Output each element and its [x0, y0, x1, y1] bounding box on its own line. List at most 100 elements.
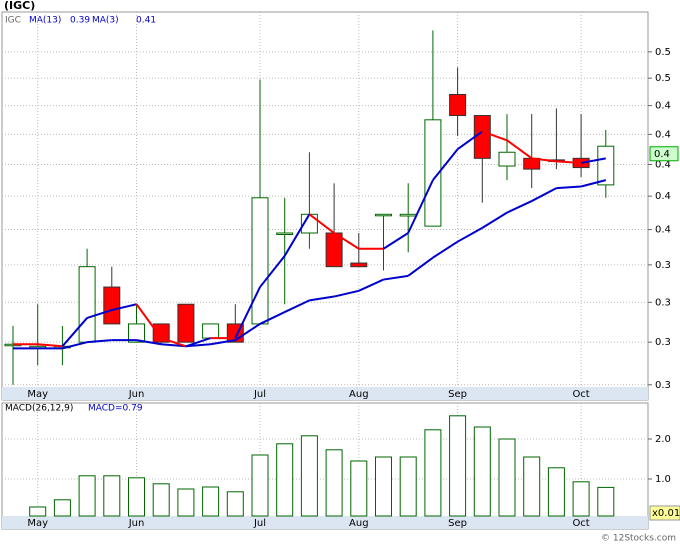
- y-tick-label: 0.4: [655, 101, 671, 112]
- scale-label: x0.01: [652, 508, 680, 519]
- scale-box: [649, 505, 680, 521]
- x-tick-label: Jul: [253, 389, 266, 400]
- ma-line: [160, 337, 187, 348]
- x-tick-label: Jun: [128, 389, 145, 400]
- ma-line: [481, 130, 508, 142]
- candle-body: [473, 115, 491, 159]
- macd-bar: [424, 429, 442, 517]
- chart-title: (IGC): [4, 0, 35, 12]
- x-tick-label: Sep: [448, 518, 467, 529]
- legend-entry: MA(3): [92, 16, 119, 26]
- candle-body: [202, 323, 220, 339]
- x-tick-label: Oct: [572, 389, 589, 400]
- ma-line: [61, 317, 88, 347]
- candle-body: [128, 323, 145, 343]
- macd-bar: [29, 506, 47, 517]
- candle-body: [276, 232, 294, 235]
- y-tick-label: 0.3: [655, 260, 671, 271]
- candle-body: [251, 197, 269, 325]
- x-tick-label: May: [27, 518, 48, 529]
- macd-bar: [53, 499, 71, 517]
- macd-value: MACD=0.79: [88, 404, 143, 414]
- macd-bar: [325, 449, 343, 517]
- y-tick-label: 0.4: [655, 191, 671, 202]
- ma-line: [283, 213, 311, 257]
- legend-entry: MA(13): [29, 16, 61, 26]
- legend-symbol: IGC: [5, 16, 21, 26]
- ma-line: [135, 303, 163, 339]
- last-price-box: [649, 146, 679, 162]
- macd-bar: [128, 477, 145, 517]
- macd-bar: [473, 426, 491, 517]
- ma-line: [383, 274, 409, 281]
- ma-line: [309, 295, 335, 302]
- candle-body: [78, 266, 96, 343]
- candle-body: [597, 145, 615, 186]
- ma-line: [185, 337, 211, 348]
- x-tick-label: Aug: [349, 518, 369, 529]
- ma-line: [457, 226, 483, 243]
- candle-body: [325, 232, 343, 268]
- ma-line: [259, 311, 286, 325]
- candle-body: [152, 323, 170, 343]
- last-price-label: 0.4: [654, 149, 670, 160]
- y-tick-label: 0.4: [655, 129, 671, 140]
- ma-line: [136, 339, 162, 346]
- macd-bar: [572, 481, 590, 517]
- x-tick-label: Jul: [253, 518, 266, 529]
- ma-line: [506, 200, 533, 214]
- x-axis-band: [2, 516, 648, 529]
- x-tick-label: Oct: [572, 518, 589, 529]
- ma-line: [259, 255, 286, 288]
- legend-value: 0.39: [70, 16, 90, 26]
- macd-bar: [449, 415, 467, 517]
- ma-line: [580, 179, 607, 188]
- ma-line: [580, 157, 606, 164]
- macd-bar: [177, 488, 195, 517]
- macd-bar: [300, 435, 318, 517]
- ma-line: [358, 278, 384, 292]
- macd-bar: [226, 491, 244, 517]
- macd-bar: [350, 460, 368, 517]
- candle-body: [424, 119, 442, 227]
- ma-line: [506, 139, 533, 160]
- macd-bar: [276, 443, 294, 517]
- x-axis-band: [2, 387, 648, 400]
- macd-bar: [547, 467, 565, 517]
- ma-line: [457, 130, 483, 151]
- macd-bar: [375, 456, 392, 517]
- macd-title: MACD(26,12,9): [5, 404, 73, 414]
- ma-line: [284, 299, 310, 313]
- macd-bar: [498, 438, 516, 517]
- macd-bar: [78, 475, 96, 517]
- x-tick-label: Jun: [128, 518, 145, 529]
- ma-line: [531, 157, 557, 163]
- macd-bar: [399, 456, 417, 517]
- macd-bar: [152, 483, 170, 517]
- macd-bar: [251, 454, 269, 517]
- ma-line: [407, 179, 434, 234]
- x-tick-label: Aug: [349, 389, 369, 400]
- ma-line: [407, 256, 434, 277]
- candle-body: [449, 93, 467, 117]
- macd-bar: [523, 456, 541, 517]
- ma-line: [86, 309, 113, 319]
- ma-line: [432, 240, 459, 259]
- y-tick-label: 0.3: [655, 380, 671, 391]
- candle-body: [103, 286, 121, 325]
- candle-body: [399, 213, 417, 217]
- ma-line: [37, 343, 63, 348]
- ma-line: [556, 185, 582, 190]
- ma-line: [333, 232, 360, 250]
- y-tick-label: 2.0: [655, 434, 671, 445]
- macd-bar: [597, 486, 615, 517]
- candle-body: [350, 262, 368, 268]
- ma-line: [210, 339, 236, 346]
- ma-line: [308, 213, 335, 234]
- y-tick-label: 0.4: [655, 225, 671, 236]
- ma-line: [111, 303, 137, 312]
- ma-line: [531, 187, 557, 202]
- ma-line: [333, 289, 360, 298]
- ma-line: [234, 286, 261, 339]
